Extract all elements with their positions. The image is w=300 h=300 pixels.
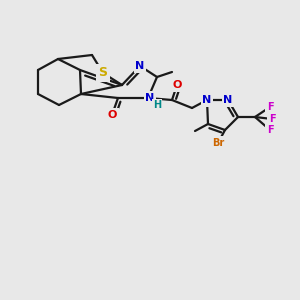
Text: H: H <box>153 100 161 110</box>
Text: F: F <box>267 125 273 135</box>
Text: N: N <box>135 61 145 71</box>
Text: O: O <box>107 110 117 120</box>
Text: Br: Br <box>212 138 224 148</box>
Text: N: N <box>224 95 232 105</box>
Text: N: N <box>146 93 154 103</box>
Text: F: F <box>269 114 275 124</box>
Text: O: O <box>172 80 182 90</box>
Text: F: F <box>267 102 273 112</box>
Text: S: S <box>98 67 107 80</box>
Text: N: N <box>202 95 211 105</box>
